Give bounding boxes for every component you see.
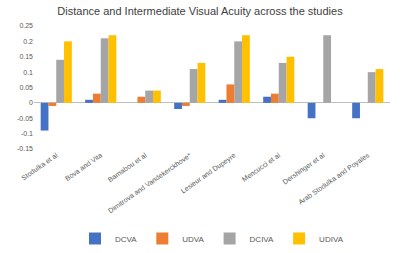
svg-text:Distance and Intermediate Visu: Distance and Intermediate Visual Acuity … — [57, 5, 343, 17]
svg-text:0.15: 0.15 — [19, 53, 33, 60]
svg-text:Dimitrova and Vandekerckhove*: Dimitrova and Vandekerckhove* — [107, 151, 193, 214]
svg-text:0: 0 — [29, 99, 33, 106]
svg-text:0.2: 0.2 — [23, 38, 33, 45]
svg-text:DCIVA: DCIVA — [250, 235, 275, 244]
svg-text:-0.05: -0.05 — [17, 115, 33, 122]
svg-text:Mencucci et al: Mencucci et al — [241, 151, 282, 183]
svg-text:UDVA: UDVA — [182, 235, 204, 244]
svg-text:Dershinger et al: Dershinger et al — [281, 151, 326, 186]
svg-text:Barnabou et al: Barnabou et al — [107, 151, 149, 183]
svg-text:0.1: 0.1 — [23, 69, 33, 76]
svg-text:0.25: 0.25 — [19, 22, 33, 29]
svg-text:Lesieur and Dupeyre: Lesieur and Dupeyre — [180, 151, 238, 195]
svg-text:Stodulka et al: Stodulka et al — [20, 151, 59, 181]
svg-text:Bova and Vita: Bova and Vita — [64, 151, 104, 182]
svg-text:UDIVA: UDIVA — [319, 235, 344, 244]
svg-text:0.05: 0.05 — [19, 84, 33, 91]
svg-text:Arab Stodulka and Poyales: Arab Stodulka and Poyales — [297, 151, 371, 206]
svg-text:DCVA: DCVA — [115, 235, 137, 244]
svg-text:-0.1: -0.1 — [21, 130, 33, 137]
svg-text:-0.15: -0.15 — [17, 145, 33, 152]
